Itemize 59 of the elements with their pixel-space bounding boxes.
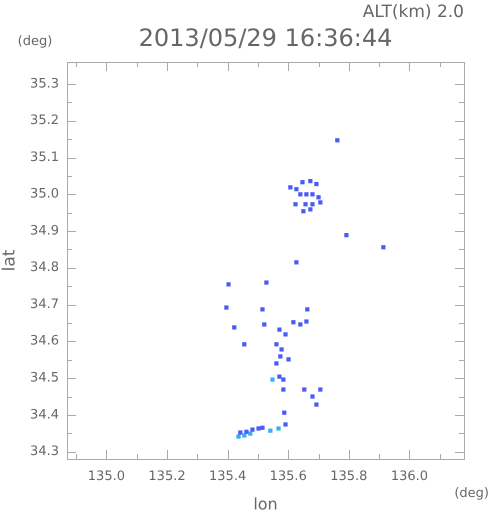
point [305, 307, 310, 312]
point [282, 410, 286, 415]
y-tick-label: 34.3 [30, 444, 59, 460]
point [302, 387, 306, 392]
point [310, 202, 315, 206]
x-tick-label: 135.0 [88, 469, 126, 484]
point [308, 207, 312, 212]
y-tick-label: 34.7 [30, 296, 59, 312]
x-axis-title: lon [253, 494, 278, 514]
y-axis-title: lat [0, 249, 20, 272]
point [304, 192, 309, 196]
y-tick-label: 34.4 [30, 407, 59, 422]
point [262, 322, 266, 327]
point [310, 192, 315, 196]
y-tick-label: 34.6 [30, 334, 59, 349]
point [278, 354, 282, 359]
point [294, 187, 299, 192]
point [242, 433, 246, 438]
point [303, 202, 308, 206]
x-tick-label: 135.4 [209, 469, 246, 484]
point [344, 233, 349, 238]
x-tick-label: 135.8 [330, 469, 368, 484]
y-tick-label: 34.8 [30, 260, 59, 276]
point [335, 138, 340, 142]
point [277, 374, 282, 379]
point [274, 342, 279, 346]
point [318, 200, 322, 205]
point [301, 209, 306, 214]
point [308, 178, 312, 184]
point [316, 195, 321, 200]
text: (deg) [18, 34, 52, 49]
y-tick-label: 35.1 [30, 150, 59, 165]
point [232, 325, 236, 330]
point [318, 387, 322, 392]
x-tick-label: 135.2 [148, 469, 186, 484]
y-tick-label: 34.5 [30, 370, 59, 386]
point [288, 185, 292, 190]
point [298, 322, 302, 327]
y-tick-label: 35.2 [30, 113, 59, 128]
point [293, 202, 298, 206]
point [298, 192, 302, 196]
chart-title: 2013/05/29 16:36:44 [138, 24, 392, 52]
point [242, 342, 246, 346]
point [268, 428, 272, 433]
point [248, 432, 252, 436]
y-tick-label: 35.0 [30, 186, 59, 202]
x-tick-label: 136.0 [390, 469, 428, 484]
y-tick-label: 34.9 [30, 223, 59, 238]
point [260, 426, 265, 430]
point [291, 320, 296, 324]
chart-subtitle: ALT(km) 2.0 [362, 2, 464, 22]
y-tick-label: 35.3 [30, 76, 59, 92]
point [381, 245, 386, 250]
point [244, 430, 249, 434]
point [300, 180, 305, 184]
x-tick-label: 135.6 [270, 469, 307, 484]
text: (deg) [454, 486, 489, 501]
point [294, 260, 299, 264]
point [238, 430, 242, 435]
